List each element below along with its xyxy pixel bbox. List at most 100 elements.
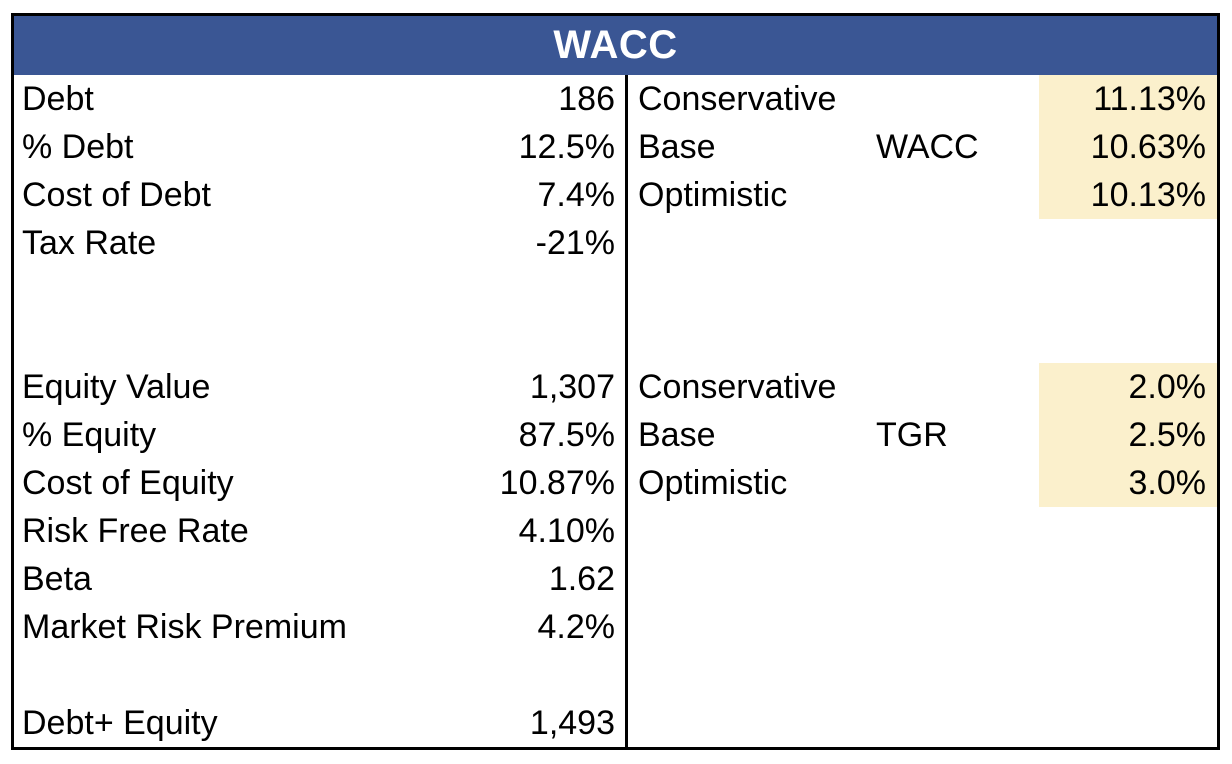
table-row: Debt 186 — [14, 75, 625, 123]
table-row: Tax Rate -21% — [14, 219, 625, 267]
metric-name-cell[interactable] — [876, 315, 1039, 363]
scenario-value-cell[interactable] — [1039, 555, 1217, 603]
metric-name-cell[interactable] — [876, 555, 1039, 603]
row-value-cell[interactable]: 1,307 — [529, 368, 615, 406]
row-value-cell[interactable]: 1.62 — [548, 560, 615, 598]
row-label-cell[interactable]: Debt+ Equity — [22, 704, 218, 742]
table-row — [14, 651, 625, 699]
row-label-cell[interactable]: Beta — [22, 560, 92, 598]
scenario-label-cell[interactable]: Conservative — [638, 80, 837, 118]
scenario-label-cell[interactable] — [628, 699, 876, 747]
table-row: Base WACC 10.63% — [628, 123, 1217, 171]
table-row: Market Risk Premium 4.2% — [14, 603, 625, 651]
table-row — [628, 507, 1217, 555]
scenario-label-cell[interactable] — [628, 267, 876, 315]
scenario-value-cell[interactable] — [1039, 219, 1217, 267]
metric-name-cell[interactable] — [876, 363, 1039, 411]
table-row — [628, 267, 1217, 315]
metric-name-cell[interactable] — [876, 459, 1039, 507]
row-value-cell[interactable] — [22, 315, 625, 363]
scenario-value-cell[interactable] — [1039, 267, 1217, 315]
table-row — [628, 603, 1217, 651]
scenario-label-cell[interactable] — [628, 603, 876, 651]
scenario-label-cell[interactable] — [628, 555, 876, 603]
scenario-label-cell[interactable] — [628, 507, 876, 555]
scenario-value-cell[interactable]: 11.13% — [1039, 75, 1217, 123]
row-value-cell[interactable]: 4.2% — [537, 608, 616, 646]
table-row: Optimistic 3.0% — [628, 459, 1217, 507]
table-row: Equity Value 1,307 — [14, 363, 625, 411]
metric-name-cell[interactable]: WACC — [876, 128, 979, 166]
row-label-cell[interactable]: Market Risk Premium — [22, 608, 347, 646]
row-value-cell[interactable]: 12.5% — [518, 128, 615, 166]
row-label-cell[interactable] — [14, 651, 22, 699]
table-row — [628, 315, 1217, 363]
scenario-label-cell[interactable] — [628, 315, 876, 363]
table-row: Risk Free Rate 4.10% — [14, 507, 625, 555]
scenario-value-cell[interactable] — [1039, 603, 1217, 651]
row-label-cell[interactable]: Tax Rate — [22, 224, 157, 262]
row-value-cell[interactable]: -21% — [535, 224, 615, 262]
metric-name-cell[interactable] — [876, 75, 1039, 123]
wacc-inputs-panel: Debt 186 % Debt 12.5% Cost of Debt 7.4% … — [14, 75, 628, 747]
row-label-cell[interactable] — [14, 267, 22, 315]
row-label-cell[interactable]: Risk Free Rate — [22, 512, 249, 550]
row-label-cell[interactable]: % Equity — [22, 416, 157, 454]
table-body: Debt 186 % Debt 12.5% Cost of Debt 7.4% … — [14, 75, 1217, 747]
scenario-value-cell[interactable]: 2.0% — [1039, 363, 1217, 411]
row-label-cell[interactable] — [14, 315, 22, 363]
scenario-value-cell[interactable] — [1039, 315, 1217, 363]
table-row — [628, 699, 1217, 747]
scenario-value-cell[interactable]: 10.63% — [1039, 123, 1217, 171]
scenario-value-cell[interactable]: 10.13% — [1039, 171, 1217, 219]
row-label-cell[interactable]: Cost of Debt — [22, 176, 211, 214]
row-value-cell[interactable]: 10.87% — [499, 464, 615, 502]
row-value-cell[interactable]: 87.5% — [518, 416, 615, 454]
row-label-cell[interactable]: % Debt — [22, 128, 134, 166]
table-row: Base TGR 2.5% — [628, 411, 1217, 459]
scenario-label-cell[interactable]: Base — [638, 128, 716, 166]
row-value-cell[interactable] — [22, 267, 625, 315]
row-value-cell[interactable]: 186 — [558, 80, 615, 118]
table-row — [14, 315, 625, 363]
wacc-table: WACC Debt 186 % Debt 12.5% Cost of Debt … — [11, 13, 1220, 750]
metric-name-cell[interactable]: TGR — [876, 416, 948, 454]
table-title: WACC — [553, 23, 678, 67]
scenario-value-cell[interactable] — [1039, 507, 1217, 555]
row-value-cell[interactable] — [22, 651, 625, 699]
row-value-cell[interactable]: 1,493 — [529, 704, 615, 742]
row-label-cell[interactable]: Cost of Equity — [22, 464, 234, 502]
metric-name-cell[interactable] — [876, 507, 1039, 555]
metric-name-cell[interactable] — [876, 171, 1039, 219]
table-row — [14, 267, 625, 315]
row-value-cell[interactable]: 7.4% — [537, 176, 616, 214]
metric-name-cell[interactable] — [876, 219, 1039, 267]
scenario-label-cell[interactable]: Conservative — [638, 368, 837, 406]
metric-name-cell[interactable] — [876, 651, 1039, 699]
metric-name-cell[interactable] — [876, 603, 1039, 651]
scenario-label-cell[interactable]: Optimistic — [638, 464, 788, 502]
scenario-value-cell[interactable]: 2.5% — [1039, 411, 1217, 459]
table-row: Beta 1.62 — [14, 555, 625, 603]
table-row — [628, 555, 1217, 603]
row-value-cell[interactable]: 4.10% — [518, 512, 615, 550]
scenario-label-cell[interactable]: Base — [638, 416, 716, 454]
scenarios-panel: Conservative 11.13% Base WACC 10.63% Opt… — [628, 75, 1217, 747]
table-row: Conservative 11.13% — [628, 75, 1217, 123]
table-row: Cost of Equity 10.87% — [14, 459, 625, 507]
table-row: % Debt 12.5% — [14, 123, 625, 171]
scenario-label-cell[interactable]: Optimistic — [638, 176, 788, 214]
scenario-value-cell[interactable]: 3.0% — [1039, 459, 1217, 507]
scenario-value-cell[interactable] — [1039, 651, 1217, 699]
row-label-cell[interactable]: Equity Value — [22, 368, 211, 406]
table-row: Optimistic 10.13% — [628, 171, 1217, 219]
scenario-value-cell[interactable] — [1039, 699, 1217, 747]
metric-name-cell[interactable] — [876, 267, 1039, 315]
metric-name-cell[interactable] — [876, 699, 1039, 747]
scenario-label-cell[interactable] — [628, 651, 876, 699]
table-title-bar: WACC — [14, 16, 1217, 75]
table-row: Conservative 2.0% — [628, 363, 1217, 411]
row-label-cell[interactable]: Debt — [22, 80, 94, 118]
table-row: % Equity 87.5% — [14, 411, 625, 459]
scenario-label-cell[interactable] — [628, 219, 876, 267]
